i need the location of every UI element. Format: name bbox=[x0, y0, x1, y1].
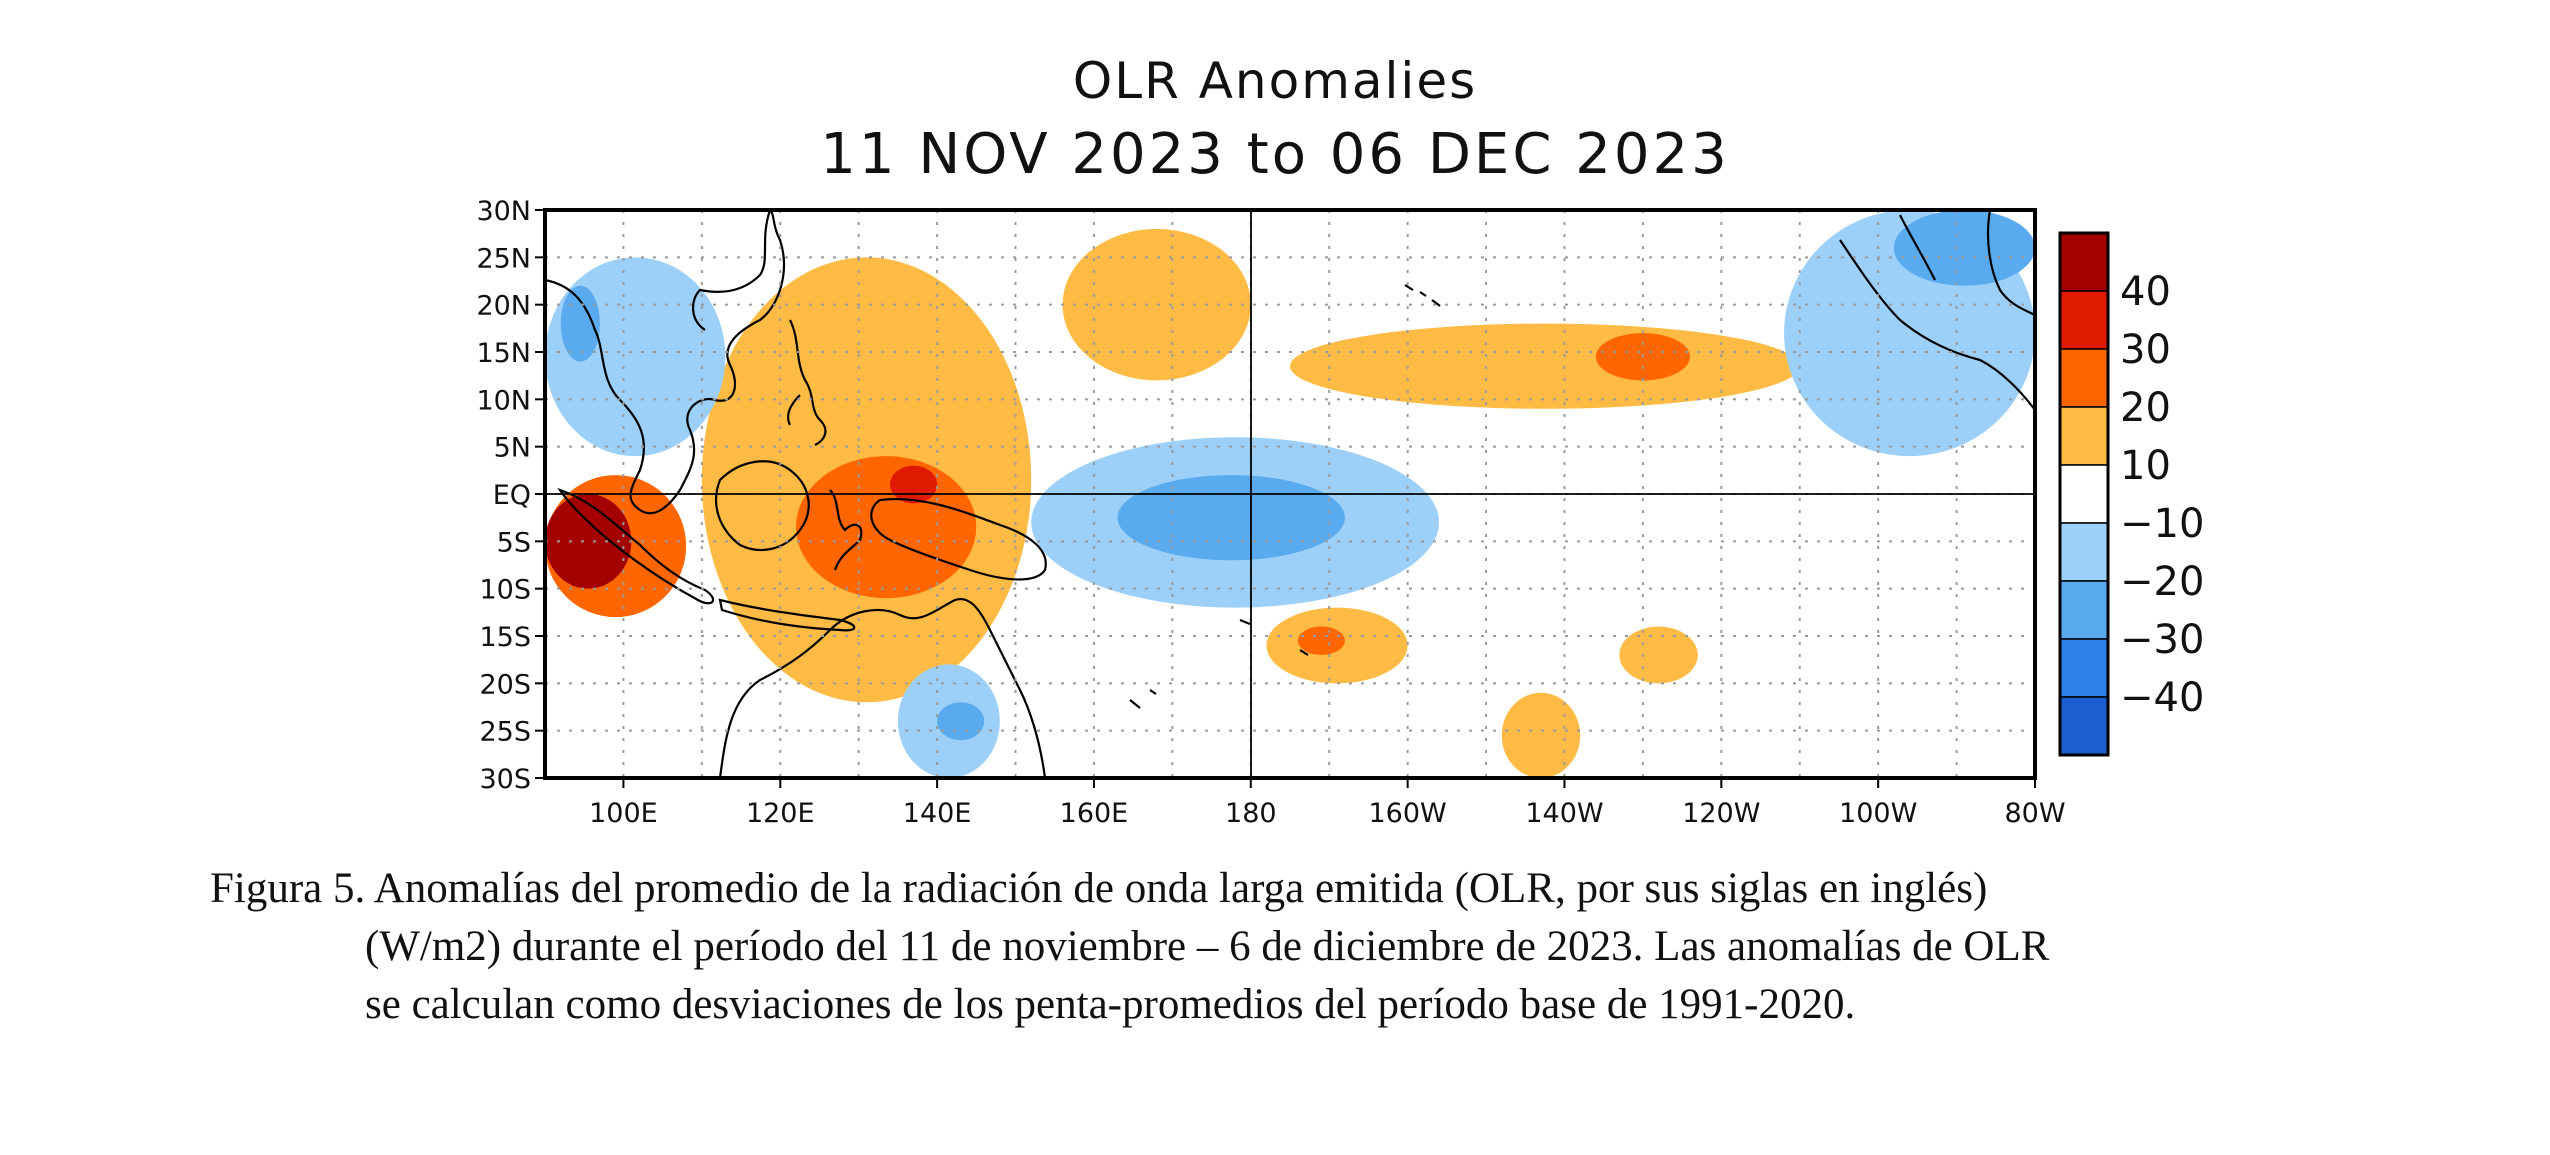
x-tick-label: 160E bbox=[1060, 798, 1129, 829]
coast-indochina bbox=[545, 210, 785, 515]
y-tick-label: 25S bbox=[480, 717, 532, 748]
anomaly-region-3 bbox=[795, 456, 977, 599]
caption-line-2: (W/m2) durante el período del 11 de novi… bbox=[365, 923, 2050, 970]
colorbar-swatch bbox=[2059, 348, 2109, 408]
y-tick-label: 10N bbox=[476, 385, 531, 416]
anomaly-region-11 bbox=[1619, 626, 1698, 684]
anomaly-region-17 bbox=[1893, 210, 2035, 286]
anomaly-region-10 bbox=[1501, 692, 1581, 778]
y-tick-label: 5N bbox=[494, 433, 531, 464]
y-tick-label: 30N bbox=[476, 196, 531, 227]
coast-baja bbox=[1899, 214, 1936, 281]
y-tick-label: 30S bbox=[480, 764, 532, 795]
y-tick-label: 15S bbox=[480, 622, 532, 653]
colorbar-swatch bbox=[2059, 232, 2109, 292]
coast-mexico bbox=[1839, 239, 2035, 411]
coast-philippines bbox=[786, 319, 827, 446]
x-tick-label: 80W bbox=[2004, 798, 2065, 829]
colorbar-label: −40 bbox=[2120, 675, 2204, 721]
colorbar-swatch bbox=[2059, 406, 2109, 466]
coast-fiji bbox=[1239, 618, 1309, 656]
figure-caption: Figura 5. Anomalías del promedio de la r… bbox=[210, 860, 2460, 1034]
x-tick-label: 140W bbox=[1525, 798, 1603, 829]
coastlines bbox=[545, 210, 2035, 778]
caption-line-1: Figura 5. Anomalías del promedio de la r… bbox=[210, 865, 1988, 912]
y-tick-label: 5S bbox=[497, 527, 531, 558]
colorbar-frame bbox=[2058, 231, 2110, 757]
anomaly-region-4 bbox=[890, 465, 938, 504]
x-tick-label: 120E bbox=[746, 798, 815, 829]
y-tick-label: 10S bbox=[480, 575, 532, 606]
x-tick-label: 160W bbox=[1369, 798, 1447, 829]
y-axis: 30N 25N 20N 15N 10N 5N EQ 5S 10S 15S 20S 25S 30S bbox=[476, 196, 545, 795]
anomaly-region-6 bbox=[1290, 323, 1800, 409]
anomaly-region-15 bbox=[560, 285, 600, 362]
coast-hawaii bbox=[1404, 284, 1441, 307]
coast-china bbox=[692, 210, 772, 331]
colorbar-label: 10 bbox=[2120, 443, 2171, 489]
anomaly-region-5 bbox=[1062, 228, 1251, 381]
coast-gulf bbox=[1986, 210, 2035, 316]
colorbar-swatch bbox=[2059, 638, 2109, 698]
colorbar-label: −30 bbox=[2120, 617, 2204, 663]
colorbar-label: 30 bbox=[2120, 327, 2171, 373]
colorbar-swatch bbox=[2059, 522, 2109, 582]
anomaly-region-13 bbox=[1117, 475, 1345, 561]
colorbar-label: 40 bbox=[2120, 269, 2171, 315]
coast-java bbox=[718, 598, 856, 632]
anomaly-region-19 bbox=[937, 702, 985, 741]
coast-new-guinea bbox=[870, 497, 1047, 581]
colorbar-label: −10 bbox=[2120, 501, 2204, 547]
anomaly-region-2 bbox=[545, 493, 632, 589]
colorbar-swatch bbox=[2059, 696, 2109, 756]
y-tick-label: 20S bbox=[480, 669, 532, 700]
colorbar-label: −20 bbox=[2120, 559, 2204, 605]
colorbar-label: 20 bbox=[2120, 385, 2171, 431]
coast-sulawesi bbox=[829, 489, 863, 571]
x-tick-label: 100E bbox=[589, 798, 658, 829]
colorbar: 40 30 20 10 −10 −20 −30 −40 bbox=[2058, 231, 2204, 757]
y-tick-label: 25N bbox=[476, 243, 531, 274]
caption-line-3: se calculan como desviaciones de los pen… bbox=[365, 981, 1856, 1028]
y-tick-label: 20N bbox=[476, 291, 531, 322]
coast-sumatra bbox=[557, 487, 715, 605]
coast-nz-islands bbox=[1129, 689, 1157, 709]
x-tick-label: 140E bbox=[903, 798, 972, 829]
y-tick-label: EQ bbox=[493, 480, 531, 511]
x-tick-label: 100W bbox=[1839, 798, 1917, 829]
x-axis: 100E 120E 140E 160E 180 160W 140W 120W 100W 80W bbox=[589, 778, 2066, 829]
coast-australia bbox=[718, 597, 1047, 778]
chart-subtitle: 11 NOV 2023 to 06 DEC 2023 bbox=[820, 122, 1730, 187]
anomaly-region-9 bbox=[1297, 626, 1345, 655]
chart-title: OLR Anomalies bbox=[1072, 52, 1478, 110]
colorbar-swatch bbox=[2059, 290, 2109, 350]
x-tick-label: 180 bbox=[1225, 798, 1277, 829]
colorbar-swatch bbox=[2059, 580, 2109, 640]
y-tick-label: 15N bbox=[476, 338, 531, 369]
plot-area bbox=[543, 208, 2037, 780]
anomaly-regions bbox=[545, 210, 2035, 778]
colorbar-swatch bbox=[2059, 464, 2109, 524]
x-tick-label: 120W bbox=[1682, 798, 1760, 829]
coast-borneo bbox=[715, 460, 810, 552]
